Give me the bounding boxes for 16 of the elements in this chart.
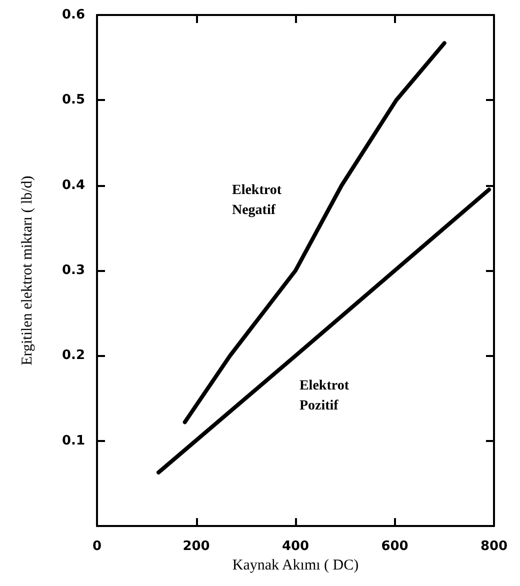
- y-tick-label: 0.3: [62, 263, 85, 278]
- y-axis-title: Ergitilen elektrot miktarı ( lb/d): [20, 176, 36, 366]
- y-tick-label: 0.4: [62, 178, 85, 193]
- x-tick-label: 600: [381, 539, 408, 554]
- y-tick-label: 0.6: [62, 8, 85, 22]
- y-tick-label: 0.2: [62, 348, 85, 364]
- x-tick-label: 800: [480, 539, 508, 554]
- y-tick-label: 0.5: [62, 92, 85, 108]
- x-axis-title: Kaynak Akımı ( DC): [232, 558, 359, 574]
- line-series: [182, 41, 446, 424]
- series-label: Elektrot Pozitif: [299, 378, 350, 414]
- y-tick-label: 0.1: [62, 433, 85, 448]
- text: Elektrot Negatif: [232, 182, 282, 218]
- x-tick-label: 200: [182, 539, 210, 554]
- x-tick-label: 0: [92, 539, 102, 554]
- x-tick-label: 400: [282, 539, 310, 554]
